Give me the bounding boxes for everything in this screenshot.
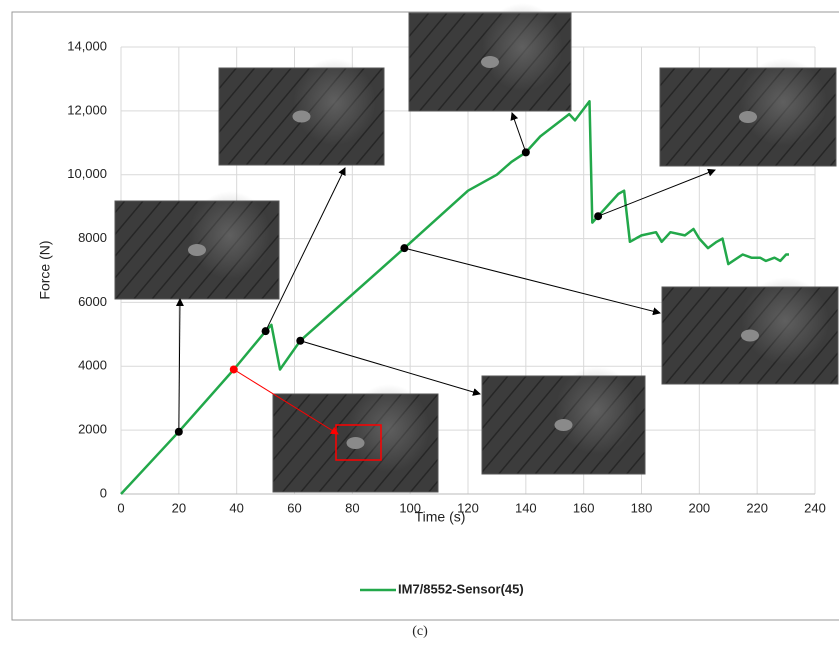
annotation-point [229,365,238,374]
y-tick-label: 0 [100,485,107,500]
annotation-arrow [175,298,184,432]
photo-glow [741,277,830,365]
x-tick-label: 160 [573,500,595,515]
chart-frame [11,11,839,621]
x-tick-label: 200 [688,500,710,515]
legend-label: IM7/8552-Sensor(45) [398,581,524,596]
photo-defect [188,244,206,256]
y-tick-label: 4000 [78,358,107,373]
photo-glow [347,384,430,473]
x-tick-label: 80 [345,500,359,515]
annotation-arrow [404,247,661,316]
photo-defect [739,111,757,123]
photo-defect [292,110,311,123]
caption: (c) [412,624,428,639]
photo-glow [481,3,563,92]
x-tick-label: 120 [457,500,479,515]
y-tick-label: 14,000 [67,38,107,53]
y-tick-label: 6000 [78,294,107,309]
photo-defect [481,56,499,68]
photo-glow [293,58,376,146]
annotation-point [594,212,603,221]
x-axis-label: Time (s) [415,509,466,525]
y-axis-label: Force (N) [37,240,53,299]
annotation-arrow [510,112,527,153]
annotation-arrow [300,340,481,396]
x-tick-label: 100 [399,500,421,515]
x-tick-label: 240 [804,500,826,515]
photo-glow [555,366,637,455]
annotation-point [296,336,305,345]
x-tick-label: 20 [172,500,186,515]
x-tick-label: 0 [117,500,124,515]
photo-defect [554,419,573,431]
data-line [120,100,789,495]
photo-glow [188,191,271,280]
x-tick-label: 140 [515,500,537,515]
y-tick-label: 8000 [78,230,107,245]
annotation-point [174,427,183,436]
annotation-point [521,148,530,157]
x-tick-label: 220 [746,500,768,515]
y-tick-label: 2000 [78,422,107,437]
photo-defect [346,437,365,449]
annotation-arrow [265,167,346,332]
annotation-point [261,327,270,336]
x-tick-label: 40 [229,500,243,515]
photo-glow [739,58,828,147]
annotation-point [400,244,409,253]
annotation-arrow [233,369,339,435]
highlight-box [335,424,382,461]
y-tick-label: 10,000 [67,166,107,181]
photo-defect [741,329,759,342]
x-tick-label: 180 [631,500,653,515]
y-tick-label: 12,000 [67,102,107,117]
annotation-arrow [597,168,716,217]
x-tick-label: 60 [287,500,301,515]
